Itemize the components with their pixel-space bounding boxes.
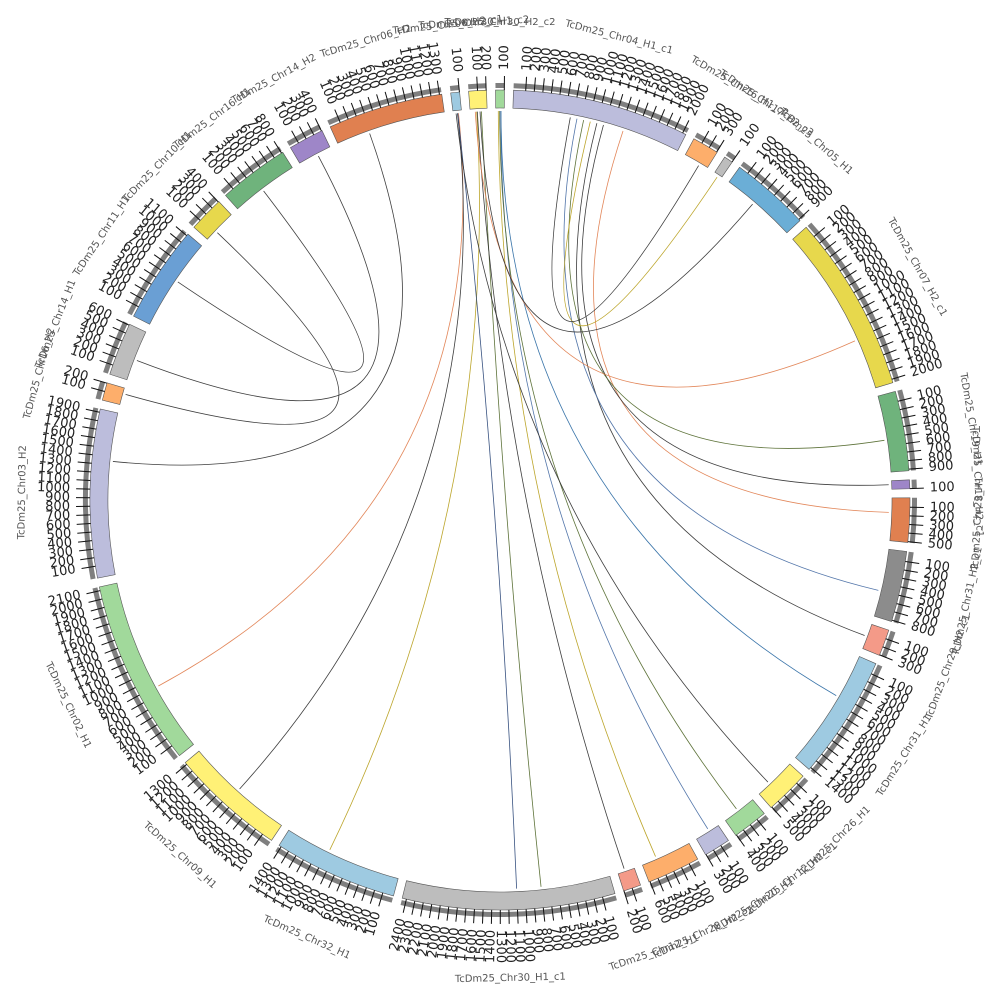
ideogram-layer: [90, 90, 910, 910]
chromosome-arc-c16: [618, 868, 640, 891]
tick-label: 100: [497, 45, 512, 70]
chromosome-arc-c7: [892, 480, 910, 489]
tick-label: 100: [930, 480, 955, 496]
tick-mark: [910, 516, 924, 517]
tick-track-c8: [910, 498, 917, 544]
tick-label: 100: [448, 47, 465, 73]
chromosome-label: TcDm25_Chr04_H1_c1: [563, 18, 674, 57]
tick-label: 200: [477, 45, 493, 70]
tick-label: 900: [928, 458, 954, 475]
tick-mark: [482, 910, 483, 924]
link-c25-c22: [126, 233, 339, 425]
link-c0-c13: [500, 111, 737, 809]
chromosome-arc-c27: [290, 131, 329, 163]
chromosome-label: TcDm25_Chr30_H1_c2: [417, 15, 529, 32]
link-c29-c19: [240, 113, 464, 789]
tick-mark: [908, 542, 922, 543]
chromosome-arc-c30: [469, 90, 488, 109]
chromosome-arc-c13: [726, 800, 765, 836]
chromosome-arc-c3: [715, 157, 732, 177]
tick-track-c0: [495, 83, 504, 88]
tick-track-c29: [450, 85, 460, 91]
link-c0-c15: [498, 111, 655, 857]
chromosome-arc-c8: [890, 498, 910, 543]
chromosome-arc-c22: [102, 383, 124, 405]
ticks-layer: [76, 76, 924, 924]
tick-mark: [76, 515, 90, 516]
chromosome-label: TcDm25_Chr12_H1: [607, 933, 701, 974]
link-c29-c12: [456, 113, 768, 782]
tick-label: 500: [927, 536, 953, 553]
tick-mark: [518, 910, 519, 924]
chromosome-arc-c0: [496, 90, 505, 108]
chromosome-label: TcDm25_Chr03_H2: [16, 445, 29, 540]
tick-mark: [76, 480, 90, 481]
link-c30-c5: [475, 112, 855, 387]
chromosome-arc-c21: [90, 409, 118, 578]
chromosome-arc-c12: [759, 764, 803, 808]
link-c0-c14: [501, 111, 708, 829]
links-layer: [113, 111, 889, 889]
chromosome-arc-c29: [451, 92, 462, 111]
link-c30-c18: [330, 112, 480, 850]
tick-track-c7: [911, 479, 916, 488]
link-c30-c16: [477, 112, 624, 869]
chromosome-label: TcDm25_Chr30_H1_c1: [454, 972, 566, 985]
